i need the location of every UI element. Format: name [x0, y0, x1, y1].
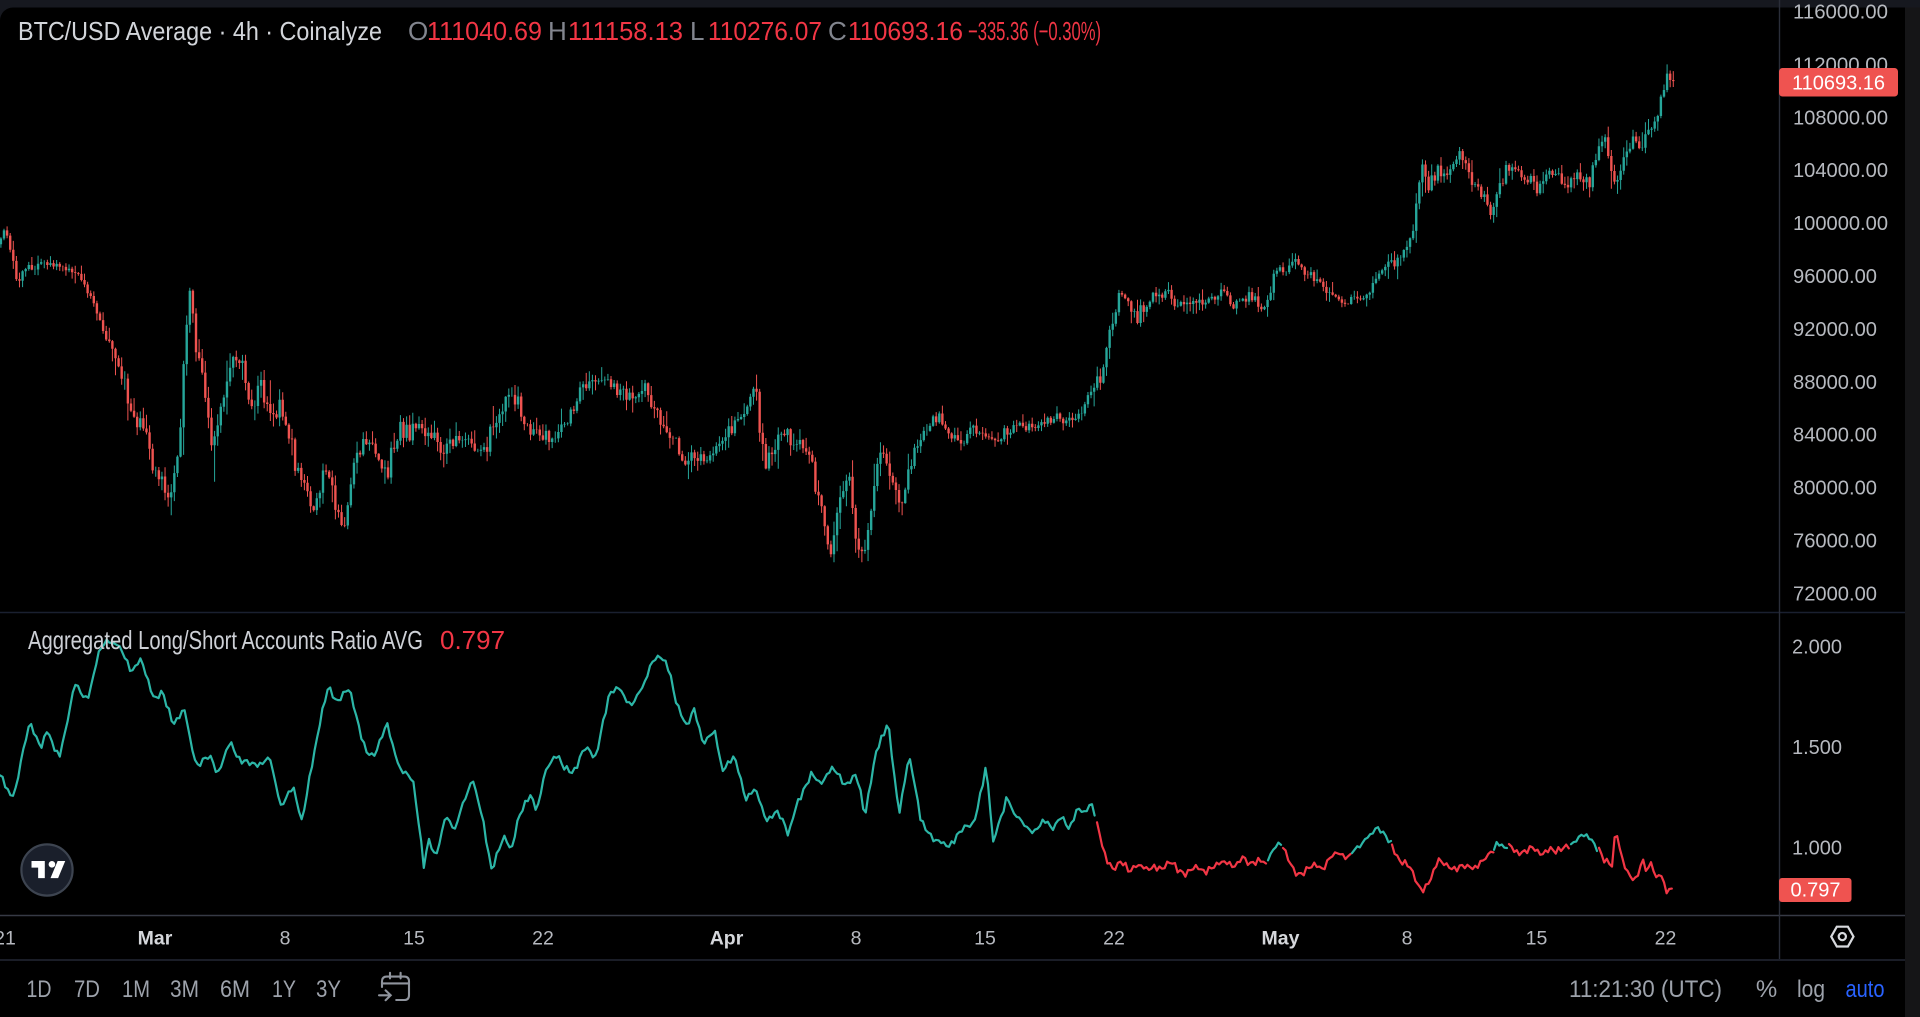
svg-text:108000.00: 108000.00	[1793, 107, 1888, 129]
svg-text:3Y: 3Y	[316, 976, 341, 1003]
svg-text:92000.00: 92000.00	[1793, 319, 1877, 341]
svg-text:0.797: 0.797	[1790, 880, 1840, 902]
svg-text:C: C	[828, 16, 847, 46]
svg-text:116000.00: 116000.00	[1793, 2, 1888, 24]
svg-text:3M: 3M	[170, 976, 199, 1003]
svg-text:22: 22	[1103, 928, 1125, 950]
svg-text:0.797: 0.797	[440, 625, 505, 655]
svg-text:72000.00: 72000.00	[1793, 583, 1877, 605]
svg-text:84000.00: 84000.00	[1793, 425, 1877, 447]
svg-text:log: log	[1797, 976, 1825, 1003]
svg-text:BTC/USD Average · 4h · Coinaly: BTC/USD Average · 4h · Coinalyze	[18, 16, 382, 46]
svg-text:−335.36 (−0.30%): −335.36 (−0.30%)	[968, 16, 1101, 46]
svg-text:O: O	[408, 16, 428, 46]
svg-text:104000.00: 104000.00	[1793, 160, 1888, 182]
svg-text:100000.00: 100000.00	[1793, 213, 1888, 235]
svg-text:88000.00: 88000.00	[1793, 372, 1877, 394]
svg-text:2.000: 2.000	[1792, 637, 1842, 659]
svg-text:110693.16: 110693.16	[848, 16, 963, 46]
svg-text:111158.13: 111158.13	[568, 16, 683, 46]
svg-text:21: 21	[0, 928, 16, 950]
svg-text:110693.16: 110693.16	[1792, 73, 1885, 95]
svg-text:22: 22	[532, 928, 554, 950]
svg-text:%: %	[1756, 976, 1777, 1003]
svg-text:Aggregated Long/Short Accounts: Aggregated Long/Short Accounts Ratio AVG	[28, 625, 423, 655]
svg-text:110276.07: 110276.07	[708, 16, 822, 46]
svg-text:11:21:30 (UTC): 11:21:30 (UTC)	[1569, 976, 1722, 1003]
svg-text:1.500: 1.500	[1792, 737, 1842, 759]
svg-text:1M: 1M	[122, 976, 150, 1003]
svg-text:8: 8	[280, 928, 291, 950]
svg-text:22: 22	[1655, 928, 1677, 950]
svg-text:1Y: 1Y	[272, 976, 296, 1003]
svg-text:111040.69: 111040.69	[427, 16, 542, 46]
svg-text:6M: 6M	[220, 976, 250, 1003]
svg-text:H: H	[548, 16, 567, 46]
svg-text:May: May	[1262, 928, 1300, 950]
svg-text:15: 15	[974, 928, 996, 950]
svg-text:7D: 7D	[74, 976, 100, 1003]
svg-text:76000.00: 76000.00	[1793, 531, 1877, 553]
svg-text:8: 8	[851, 928, 862, 950]
svg-text:Mar: Mar	[138, 928, 173, 950]
svg-text:L: L	[690, 16, 704, 46]
svg-text:8: 8	[1402, 928, 1413, 950]
svg-text:15: 15	[1526, 928, 1548, 950]
svg-text:80000.00: 80000.00	[1793, 478, 1877, 500]
svg-text:96000.00: 96000.00	[1793, 266, 1877, 288]
svg-text:auto: auto	[1846, 976, 1885, 1003]
svg-text:Apr: Apr	[710, 928, 744, 950]
svg-text:1D: 1D	[27, 976, 52, 1003]
svg-text:1.000: 1.000	[1792, 838, 1842, 860]
svg-text:15: 15	[403, 928, 425, 950]
